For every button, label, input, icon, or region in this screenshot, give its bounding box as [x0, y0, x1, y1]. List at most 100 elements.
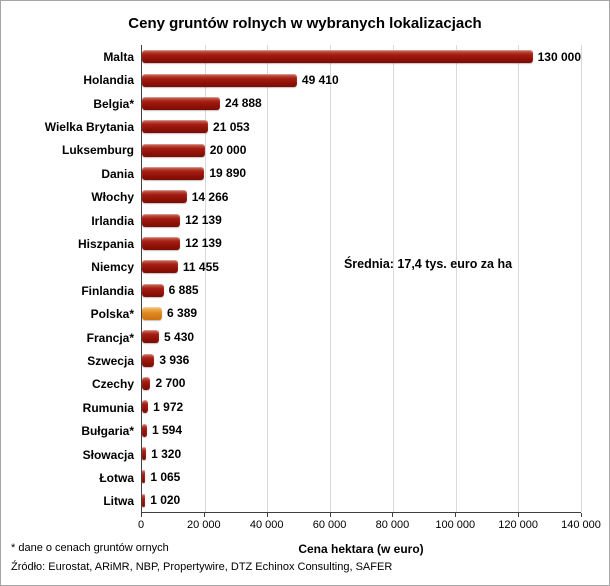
- x-tick-mark: [392, 513, 394, 517]
- value-label: 5 430: [164, 329, 195, 344]
- bar: [142, 330, 160, 344]
- bar-row: 2 700: [142, 372, 581, 395]
- gridline: [392, 45, 394, 512]
- bar-row: 24 888: [142, 92, 581, 115]
- bar: [142, 447, 147, 461]
- value-label: 6 389: [167, 306, 198, 321]
- value-label: 49 410: [301, 73, 339, 88]
- bar: [142, 260, 178, 274]
- value-label: 3 936: [159, 353, 190, 368]
- bar: [142, 423, 147, 437]
- bar: [142, 400, 149, 414]
- value-label: 11 455: [182, 259, 219, 274]
- gridline: [204, 45, 206, 512]
- x-tick-mark: [203, 513, 205, 517]
- bar: [142, 166, 205, 180]
- value-label: 1 320: [151, 446, 182, 461]
- value-label: 1 065: [150, 469, 181, 484]
- bar-row: 1 320: [142, 442, 581, 465]
- x-tick-label: 0: [137, 519, 145, 531]
- average-annotation: Średnia: 17,4 tys. euro za ha: [343, 257, 513, 272]
- value-label: 24 888: [225, 96, 262, 111]
- bar-row: 6 389: [142, 302, 581, 325]
- bar-row: 1 020: [142, 489, 581, 512]
- x-tick-label: 140 000: [561, 519, 601, 531]
- bar-row: 130 000: [142, 45, 581, 68]
- category-label: Wielka Brytania: [44, 119, 134, 134]
- x-tick-mark: [266, 513, 268, 517]
- bar: [142, 143, 205, 157]
- category-label: Malta: [103, 49, 134, 64]
- value-label: 130 000: [537, 49, 581, 64]
- value-label: 21 053: [213, 119, 250, 134]
- category-label: Litwa: [103, 494, 134, 509]
- x-tick-label: 40 000: [249, 519, 284, 531]
- value-label: 19 890: [209, 166, 247, 181]
- bar-row: 1 065: [142, 465, 581, 488]
- x-tick-label: 60 000: [312, 519, 347, 531]
- x-tick-mark: [518, 513, 520, 517]
- value-label: 1 972: [153, 399, 184, 414]
- category-label: Szwecja: [87, 353, 134, 368]
- x-tick-label: 80 000: [375, 519, 410, 531]
- category-label: Irlandia: [91, 213, 134, 228]
- value-label: 6 885: [168, 283, 199, 298]
- bar: [142, 120, 209, 134]
- bar-row: 1 972: [142, 395, 581, 418]
- bar-row: 49 410: [142, 68, 581, 91]
- category-label: Holandia: [83, 73, 134, 88]
- bar-row: 5 430: [142, 325, 581, 348]
- bar: [142, 213, 181, 227]
- bar-row: 20 000: [142, 138, 581, 161]
- bar: [142, 96, 221, 110]
- bar: [142, 236, 181, 250]
- category-label: Bułgaria*: [81, 424, 134, 439]
- category-label: Belgia*: [93, 96, 134, 111]
- value-label: 1 020: [150, 493, 181, 508]
- footnote-asterisk: * dane o cenach gruntów ornych: [11, 542, 169, 554]
- value-label: 2 700: [155, 376, 186, 391]
- bar-row: 21 053: [142, 115, 581, 138]
- category-label: Czechy: [91, 377, 134, 392]
- category-label: Finlandia: [81, 283, 134, 298]
- category-label: Niemcy: [91, 260, 134, 275]
- bar-row: 19 890: [142, 162, 581, 185]
- value-label: 14 266: [191, 189, 229, 204]
- chart-title: Ceny gruntów rolnych w wybranych lokaliz…: [128, 15, 482, 32]
- x-axis-title: Cena hektara (w euro): [298, 542, 424, 556]
- x-tick-mark: [329, 513, 331, 517]
- value-label: 12 139: [185, 236, 222, 251]
- bar: [142, 470, 146, 484]
- bar: [142, 50, 533, 64]
- category-labels: Malta Holandia Belgia* Wielka Brytania Lukse…: [9, 45, 141, 513]
- bar: [142, 376, 151, 390]
- category-label: Słowacja: [82, 447, 134, 462]
- bar: [142, 493, 146, 507]
- bar: [142, 283, 164, 297]
- value-label: 12 139: [185, 213, 222, 228]
- bar-row: 6 885: [142, 278, 581, 301]
- category-label: Rumunia: [82, 400, 134, 415]
- value-label: 20 000: [209, 143, 247, 158]
- gridline: [267, 45, 269, 512]
- x-tick-label: 20 000: [187, 519, 221, 531]
- gridline: [455, 45, 457, 512]
- bar-row: 12 139: [142, 232, 581, 255]
- category-label: Dania: [101, 166, 134, 181]
- bar: [142, 73, 297, 87]
- bar-row: 11 455: [142, 255, 581, 278]
- bar-row: 3 936: [142, 348, 581, 371]
- x-tick-mark: [141, 513, 142, 517]
- gridline: [330, 45, 332, 512]
- bar-rows: 130 000 49 410 24 888 21 053 20 000 19 890 14 …: [142, 45, 581, 512]
- bar: [142, 190, 187, 204]
- bar-row: 12 139: [142, 208, 581, 231]
- category-label: Polska*: [90, 307, 134, 322]
- value-label: 1 594: [151, 423, 183, 438]
- bar-row: 14 266: [142, 185, 581, 208]
- bar-row: 1 594: [142, 419, 581, 442]
- bar: [142, 353, 155, 367]
- bar-highlight: [142, 306, 163, 320]
- chart-area: Malta Holandia Belgia* Wielka Brytania Lukse…: [9, 45, 582, 513]
